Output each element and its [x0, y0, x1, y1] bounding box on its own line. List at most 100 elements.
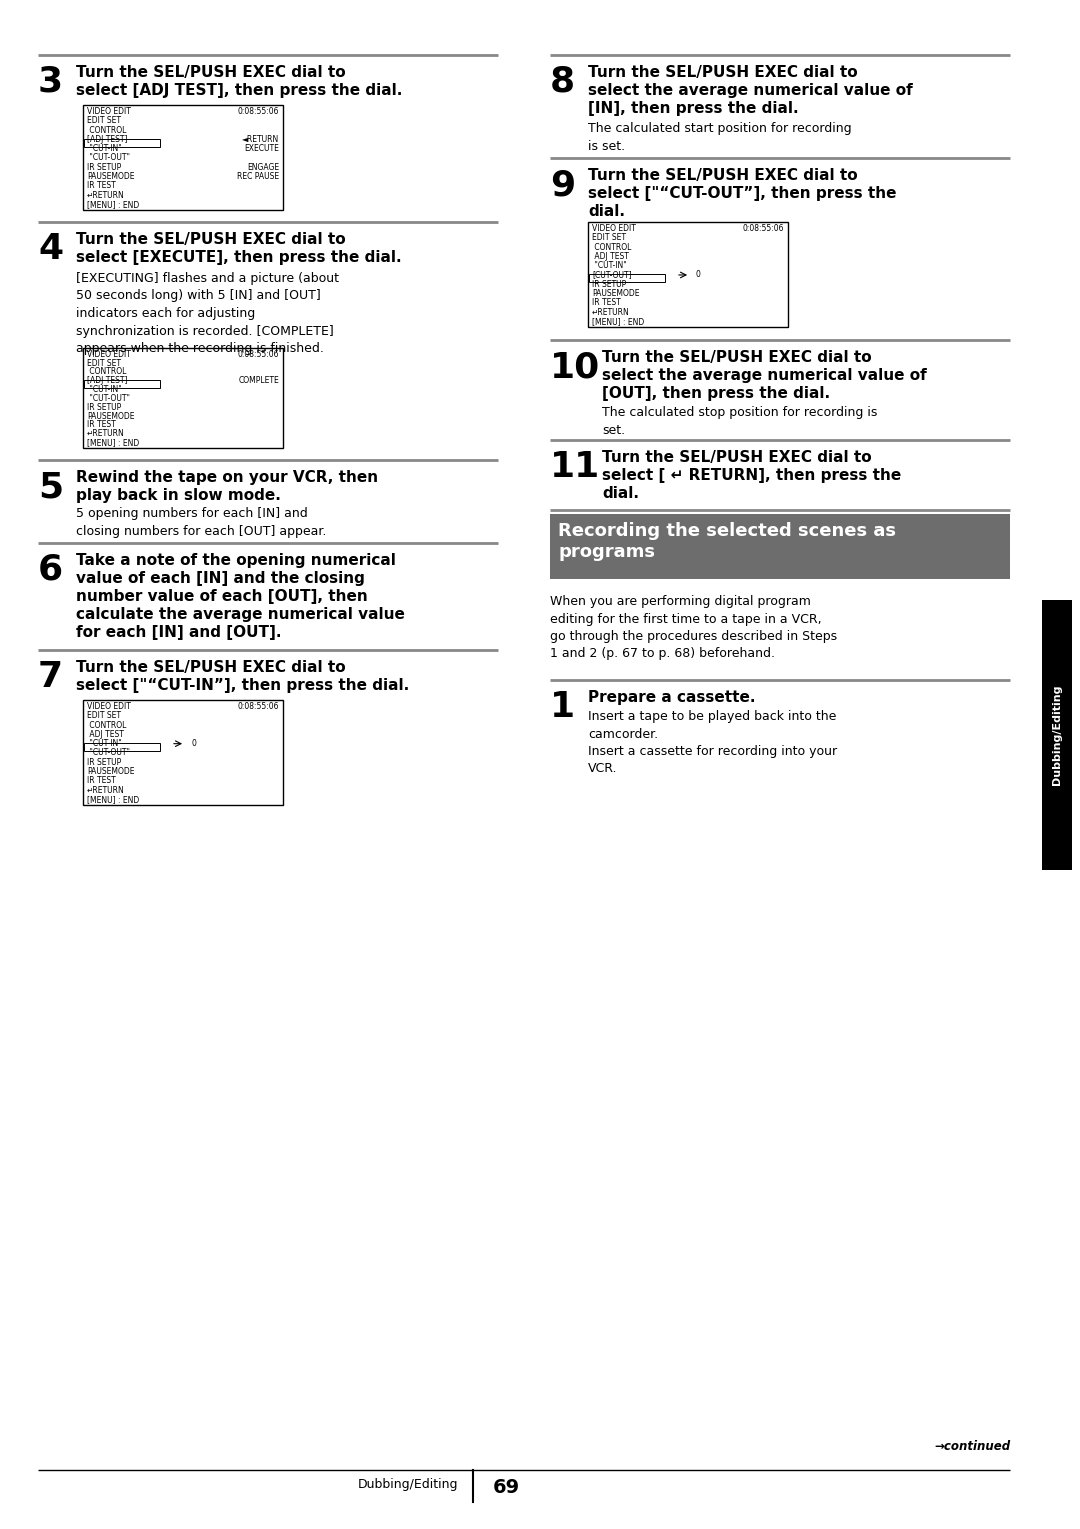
Text: PAUSEMODE: PAUSEMODE [592, 289, 639, 298]
Text: 0:08:55:06: 0:08:55:06 [238, 702, 279, 711]
Text: PAUSEMODE: PAUSEMODE [87, 411, 135, 420]
Bar [84, 139, 160, 147]
Text: 5 opening numbers for each [IN] and
closing numbers for each [OUT] appear.: 5 opening numbers for each [IN] and clos… [76, 508, 326, 538]
Text: Recording the selected scenes as: Recording the selected scenes as [558, 521, 896, 540]
Text: select ["“CUT-IN”], then press the dial.: select ["“CUT-IN”], then press the dial. [76, 677, 409, 693]
Text: ADJ TEST: ADJ TEST [592, 252, 629, 261]
Text: 11: 11 [550, 450, 600, 485]
Text: 6: 6 [38, 553, 63, 587]
Text: EDIT SET: EDIT SET [87, 711, 121, 720]
Bar [588, 222, 788, 327]
Text: IR SETUP: IR SETUP [592, 280, 626, 289]
Text: Turn the SEL/PUSH EXEC dial to: Turn the SEL/PUSH EXEC dial to [588, 66, 858, 80]
Bar [83, 106, 283, 209]
Text: 0: 0 [696, 271, 701, 280]
Text: When you are performing digital program
editing for the first time to a tape in : When you are performing digital program … [550, 595, 837, 661]
Text: ↵RETURN: ↵RETURN [592, 307, 630, 317]
Text: Turn the SEL/PUSH EXEC dial to: Turn the SEL/PUSH EXEC dial to [602, 450, 872, 465]
Text: IR SETUP: IR SETUP [87, 162, 121, 171]
Text: ↵RETURN: ↵RETURN [87, 191, 125, 200]
Text: Turn the SEL/PUSH EXEC dial to: Turn the SEL/PUSH EXEC dial to [76, 661, 346, 674]
Text: "CUT-IN": "CUT-IN" [592, 261, 626, 271]
Text: VIDEO EDIT: VIDEO EDIT [592, 225, 636, 232]
Text: Insert a tape to be played back into the
camcorder.
Insert a cassette for record: Insert a tape to be played back into the… [588, 709, 837, 775]
Text: for each [IN] and [OUT].: for each [IN] and [OUT]. [76, 625, 282, 641]
Text: VIDEO EDIT: VIDEO EDIT [87, 350, 131, 359]
Text: →continued: →continued [934, 1440, 1010, 1453]
Text: programs: programs [558, 543, 654, 561]
Text: EXECUTE: EXECUTE [244, 144, 279, 153]
Text: 10: 10 [550, 350, 600, 384]
Text: IR TEST: IR TEST [87, 182, 116, 190]
Text: Turn the SEL/PUSH EXEC dial to: Turn the SEL/PUSH EXEC dial to [602, 350, 872, 365]
Bar [83, 349, 283, 448]
Bar [589, 274, 665, 283]
Bar [83, 700, 283, 804]
Text: dial.: dial. [588, 203, 625, 219]
Text: [CUT-OUT]: [CUT-OUT] [592, 271, 632, 280]
Text: calculate the average numerical value: calculate the average numerical value [76, 607, 405, 622]
Text: ADJ TEST: ADJ TEST [87, 729, 124, 739]
Text: "CUT-OUT": "CUT-OUT" [87, 153, 130, 162]
Text: 1: 1 [550, 690, 576, 725]
Text: [EXECUTING] flashes and a picture (about
50 seconds long) with 5 [IN] and [OUT]
: [EXECUTING] flashes and a picture (about… [76, 272, 339, 355]
Bar [550, 514, 1010, 579]
Text: EDIT SET: EDIT SET [87, 358, 121, 367]
Text: "CUT-OUT": "CUT-OUT" [87, 394, 130, 404]
Text: 9: 9 [550, 168, 576, 202]
Text: CONTROL: CONTROL [87, 125, 126, 135]
Text: Dubbing/Editing: Dubbing/Editing [357, 1479, 458, 1491]
Text: PAUSEMODE: PAUSEMODE [87, 768, 135, 777]
Text: "CUT-IN": "CUT-IN" [87, 385, 122, 394]
Text: "CUT-OUT": "CUT-OUT" [87, 749, 130, 757]
Bar [1042, 599, 1072, 870]
Text: CONTROL: CONTROL [592, 243, 632, 252]
Text: [MENU] : END: [MENU] : END [87, 439, 139, 446]
Text: The calculated start position for recording
is set.: The calculated start position for record… [588, 122, 852, 153]
Text: ↵RETURN: ↵RETURN [87, 786, 125, 795]
Text: PAUSEMODE: PAUSEMODE [87, 173, 135, 180]
Text: "CUT-IN": "CUT-IN" [87, 739, 122, 748]
Text: select [ADJ TEST], then press the dial.: select [ADJ TEST], then press the dial. [76, 83, 403, 98]
Text: 4: 4 [38, 232, 63, 266]
Text: [OUT], then press the dial.: [OUT], then press the dial. [602, 385, 831, 401]
Text: 5: 5 [38, 469, 63, 505]
Text: value of each [IN] and the closing: value of each [IN] and the closing [76, 570, 365, 586]
Bar [84, 381, 160, 387]
Text: 0:08:55:06: 0:08:55:06 [238, 107, 279, 116]
Text: Rewind the tape on your VCR, then: Rewind the tape on your VCR, then [76, 469, 378, 485]
Text: select [ ↵ RETURN], then press the: select [ ↵ RETURN], then press the [602, 468, 901, 483]
Text: Dubbing/Editing: Dubbing/Editing [1052, 685, 1062, 786]
Text: VIDEO EDIT: VIDEO EDIT [87, 107, 131, 116]
Bar [84, 743, 160, 751]
Text: [IN], then press the dial.: [IN], then press the dial. [588, 101, 798, 116]
Text: The calculated stop position for recording is
set.: The calculated stop position for recordi… [602, 407, 877, 436]
Text: IR SETUP: IR SETUP [87, 758, 121, 766]
Text: number value of each [OUT], then: number value of each [OUT], then [76, 589, 368, 604]
Text: REC PAUSE: REC PAUSE [237, 173, 279, 180]
Text: IR TEST: IR TEST [87, 420, 116, 430]
Text: [ADJ TEST]: [ADJ TEST] [87, 135, 127, 144]
Text: Prepare a cassette.: Prepare a cassette. [588, 690, 756, 705]
Text: CONTROL: CONTROL [87, 367, 126, 376]
Text: EDIT SET: EDIT SET [87, 116, 121, 125]
Text: [MENU] : END: [MENU] : END [592, 317, 645, 326]
Text: play back in slow mode.: play back in slow mode. [76, 488, 281, 503]
Text: 8: 8 [550, 66, 576, 99]
Text: EDIT SET: EDIT SET [592, 234, 626, 242]
Text: IR TEST: IR TEST [87, 777, 116, 786]
Text: 0: 0 [191, 739, 195, 748]
Text: COMPLETE: COMPLETE [239, 376, 279, 385]
Text: "CUT-IN": "CUT-IN" [87, 144, 122, 153]
Text: VIDEO EDIT: VIDEO EDIT [87, 702, 131, 711]
Text: Take a note of the opening numerical: Take a note of the opening numerical [76, 553, 396, 567]
Text: [MENU] : END: [MENU] : END [87, 795, 139, 804]
Text: ↵RETURN: ↵RETURN [87, 430, 125, 439]
Text: dial.: dial. [602, 486, 639, 502]
Text: 69: 69 [492, 1479, 521, 1497]
Text: ENGAGE: ENGAGE [247, 162, 279, 171]
Text: Turn the SEL/PUSH EXEC dial to: Turn the SEL/PUSH EXEC dial to [76, 66, 346, 80]
Text: [ADJ TEST]: [ADJ TEST] [87, 376, 127, 385]
Text: select [EXECUTE], then press the dial.: select [EXECUTE], then press the dial. [76, 251, 402, 265]
Text: IR SETUP: IR SETUP [87, 402, 121, 411]
